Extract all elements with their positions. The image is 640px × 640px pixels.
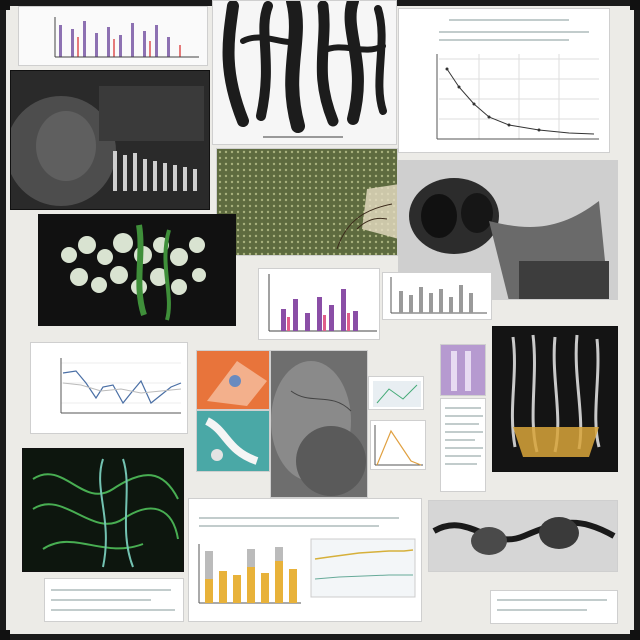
rock-texture-photo — [270, 350, 368, 498]
root-sculpture-photo — [212, 0, 397, 145]
corner-bottom-right — [630, 630, 640, 640]
fossil-creature-photo — [10, 70, 210, 210]
corner-top-left — [0, 0, 10, 10]
top-right-line-chart — [436, 54, 599, 140]
yellow-bar-chart — [198, 544, 301, 604]
purple-bar-chart — [268, 274, 377, 332]
bottom-left-text-strip — [44, 578, 184, 622]
grey-bar-chart-panel — [382, 272, 492, 320]
teal-illustration-panel — [196, 410, 270, 472]
bottom-center-panel — [188, 498, 422, 622]
left-line-chart-panel — [30, 342, 188, 434]
bottom-right-text-strip — [490, 590, 618, 624]
bottom-line-chart — [310, 538, 416, 598]
text-column-panel — [440, 398, 486, 492]
top-left-bar-chart — [19, 7, 207, 65]
branch-photo — [428, 500, 618, 572]
peak-chart-panel — [370, 420, 426, 470]
purple-bar-chart-panel — [258, 268, 380, 340]
dark-pillars-photo — [492, 326, 618, 472]
green-network-photo — [22, 448, 184, 572]
purple-vial-photo — [440, 344, 486, 396]
green-textured-surface-photo — [216, 148, 398, 256]
left-line-chart — [60, 358, 182, 414]
small-diagram-panel — [368, 376, 424, 410]
top-left-bar-chart-panel — [18, 6, 208, 66]
orange-illustration-panel — [196, 350, 270, 410]
corner-top-right — [630, 0, 640, 10]
bubbly-sculpture-photo — [38, 214, 236, 326]
corner-bottom-left — [0, 630, 10, 640]
top-right-line-chart-panel — [398, 8, 610, 153]
